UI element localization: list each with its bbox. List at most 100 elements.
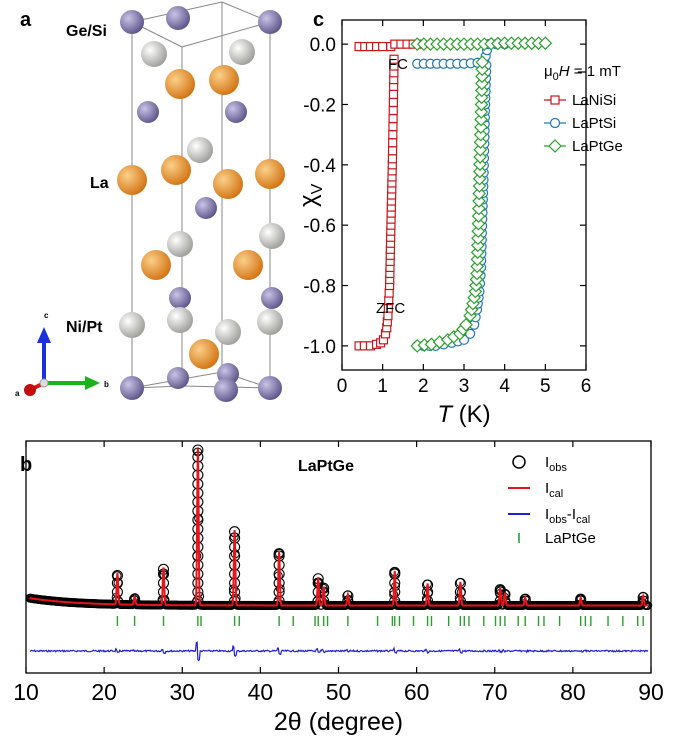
legend-sub: cal (549, 488, 563, 500)
data-point (388, 89, 399, 100)
data-point (475, 69, 489, 84)
data-point (473, 135, 488, 150)
xrd-title: LaPtGe (298, 458, 354, 475)
data-point (472, 171, 487, 186)
data-point (388, 113, 398, 124)
data-point (388, 122, 398, 132)
ni-pt-atom (215, 319, 241, 345)
y-tick-label: -1.0 (303, 337, 336, 358)
field-sub: 0 (553, 71, 559, 83)
data-point (474, 112, 488, 127)
data-point (389, 54, 399, 64)
x-tick-label: 40 (248, 679, 274, 705)
series-LaPtSi (412, 39, 510, 351)
data-point (384, 288, 394, 298)
x-tick-label: 6 (581, 376, 592, 397)
x-tick-label: 4 (499, 376, 510, 397)
x-axis-label: T (K) (437, 401, 490, 428)
observed-point (273, 586, 285, 598)
label-ni-pt: Ni/Pt (66, 319, 103, 336)
data-point (472, 164, 487, 179)
data-point (475, 62, 490, 77)
field-value: = 1 mT (570, 63, 621, 80)
legend-minus: -I (567, 506, 576, 523)
data-point (471, 216, 486, 231)
observed-point (575, 593, 587, 605)
field-h: H (559, 63, 570, 80)
ni-pt-atom (259, 223, 285, 249)
legend-sub: obs (549, 462, 567, 474)
observed-point (192, 550, 204, 562)
a-axis-head (24, 384, 36, 396)
ni-pt-atom (141, 41, 167, 67)
ge-si-atom (225, 101, 247, 123)
y-axis-label: χV (295, 183, 326, 207)
data-point (472, 194, 486, 208)
y-tick-label: -0.2 (303, 95, 336, 116)
panel-c-letter: c (313, 9, 324, 31)
x-tick-label: 5 (540, 376, 551, 397)
data-point (548, 139, 562, 153)
legend-label: Iobs-Ical (545, 506, 590, 526)
y-tick-label: -0.4 (303, 156, 336, 177)
data-point (474, 83, 489, 98)
series-LaPtGe (410, 36, 553, 353)
data-point (474, 97, 489, 112)
x-tick-label: 50 (326, 679, 352, 705)
la-atom (165, 69, 195, 99)
observed-point (637, 592, 649, 604)
x-tick-label: 80 (560, 679, 586, 705)
x-tick-label: 90 (638, 679, 664, 705)
ni-pt-atom (257, 309, 283, 335)
ni-pt-atom (119, 312, 145, 338)
data-point (472, 179, 487, 193)
data-point (471, 224, 486, 239)
legend-label-LaPtSi: LaPtSi (572, 115, 616, 132)
ge-si-atom (166, 6, 190, 30)
ge-si-atom (137, 101, 159, 123)
legend-sub2: cal (576, 514, 590, 526)
field-mu: μ (544, 63, 553, 80)
data-point (459, 317, 473, 332)
data-point (388, 130, 398, 140)
x-tick-label: 20 (91, 679, 117, 705)
data-point (471, 201, 486, 216)
la-atom (209, 65, 239, 95)
ni-pt-atom (167, 307, 193, 333)
y-axis-label-main: χ (295, 194, 322, 207)
data-point (474, 120, 488, 134)
atoms (117, 6, 285, 402)
x-axis-label-symbol: T (437, 401, 454, 428)
legend-marker (512, 455, 526, 469)
axis-label-a: a (15, 389, 20, 398)
ge-si-atom (261, 287, 283, 309)
y-tick-label: 0.0 (310, 35, 336, 56)
data-point (472, 186, 487, 201)
observed-point (519, 593, 531, 605)
axis-label-c: c (44, 311, 49, 320)
ge-si-atom (214, 378, 238, 402)
calculated-line (29, 448, 648, 607)
la-atom (117, 165, 147, 195)
observed-point (111, 595, 123, 607)
susceptibility-panel: c 0 1 2 3 4 5 60.0-0.2-0.4-0.6-0.8-1.0T (K)χVμ… (295, 9, 623, 428)
ge-si-atom (195, 197, 217, 219)
data-point (388, 97, 398, 108)
data-point (473, 142, 488, 157)
annotation-fc: FC (388, 56, 408, 73)
plot-frame (25, 440, 652, 674)
data-point (471, 209, 486, 223)
x-tick-label: 60 (404, 679, 430, 705)
legend-label: LaPtGe (545, 530, 596, 547)
panel-a-letter: a (20, 9, 32, 31)
ge-si-atom (120, 10, 144, 34)
annotation-zfc: ZFC (376, 300, 405, 317)
x-tick-label: 70 (482, 679, 508, 705)
data-point (387, 154, 398, 164)
data-point (473, 150, 487, 164)
ge-si-atom (167, 367, 189, 389)
data-point (475, 76, 489, 91)
